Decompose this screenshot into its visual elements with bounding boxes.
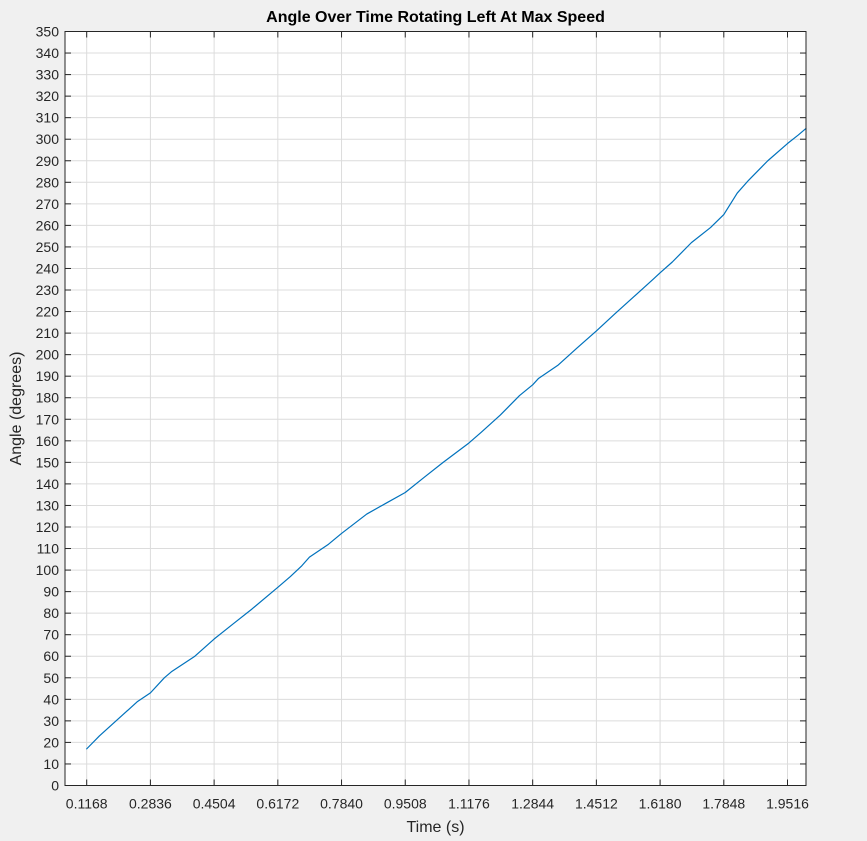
y-tick-label: 200 (36, 347, 60, 363)
x-tick-label: 0.4504 (193, 796, 236, 812)
y-tick-label: 80 (43, 605, 59, 621)
y-tick-label: 250 (36, 239, 60, 255)
y-tick-label: 70 (43, 627, 59, 643)
axes-frame (64, 31, 807, 786)
y-axis-label: Angle (degrees) (8, 352, 25, 466)
y-tick-label: 290 (36, 153, 60, 169)
y-tick-label: 140 (36, 476, 60, 492)
y-tick-label: 90 (43, 584, 59, 600)
y-tick-label: 30 (43, 713, 59, 729)
y-tick-label: 300 (36, 131, 60, 147)
y-tick-label: 170 (36, 411, 60, 427)
y-tick-label: 220 (36, 304, 60, 320)
x-tick-label: 1.6180 (639, 796, 682, 812)
x-tick-label: 1.7848 (702, 796, 745, 812)
y-tick-label: 110 (37, 541, 60, 557)
series-layer (86, 127, 807, 750)
y-tick-label: 350 (36, 24, 60, 40)
y-tick-label: 260 (36, 217, 60, 233)
x-tick-label: 0.9508 (384, 796, 427, 812)
y-tick-label: 50 (43, 670, 59, 686)
y-tick-label: 190 (36, 368, 60, 384)
y-tick-label: 320 (36, 88, 60, 104)
y-tick-label: 160 (36, 433, 60, 449)
y-tick-label: 120 (36, 519, 60, 535)
x-tick-label: 1.1176 (448, 796, 490, 812)
y-tick-label: 270 (36, 196, 60, 212)
y-tick-label: 150 (36, 454, 60, 470)
x-tick-label: 1.4512 (575, 796, 618, 812)
y-tick-label: 20 (43, 734, 59, 750)
ticks: 0 10 20 30 40 50 60 70 80 90 100 110 120 130 140 150 160… (36, 24, 809, 812)
y-tick-label: 100 (36, 562, 60, 578)
y-tick-label: 60 (43, 648, 59, 664)
x-tick-label: 0.7840 (320, 796, 363, 812)
y-tick-label: 330 (36, 67, 60, 83)
series-line (86, 127, 807, 750)
y-tick-label: 10 (43, 756, 59, 772)
axes-background (64, 31, 807, 786)
x-tick-label: 1.9516 (766, 796, 809, 812)
y-tick-label: 130 (36, 497, 60, 513)
grid (65, 31, 806, 786)
y-tick-label: 180 (36, 390, 60, 406)
x-tick-label: 1.2844 (511, 796, 554, 812)
x-tick-label: 0.1168 (66, 796, 108, 812)
y-tick-label: 340 (36, 45, 60, 61)
chart-title: Angle Over Time Rotating Left At Max Spe… (266, 9, 605, 26)
x-tick-label: 0.2836 (129, 796, 172, 812)
y-tick-label: 240 (36, 260, 60, 276)
y-tick-label: 40 (43, 691, 59, 707)
y-tick-label: 310 (36, 110, 60, 126)
y-tick-label: 0 (51, 778, 59, 794)
y-tick-label: 210 (36, 325, 60, 341)
x-axis-label: Time (s) (406, 819, 464, 836)
x-tick-label: 0.6172 (256, 796, 299, 812)
y-tick-label: 230 (36, 282, 60, 298)
y-tick-label: 280 (36, 174, 60, 190)
